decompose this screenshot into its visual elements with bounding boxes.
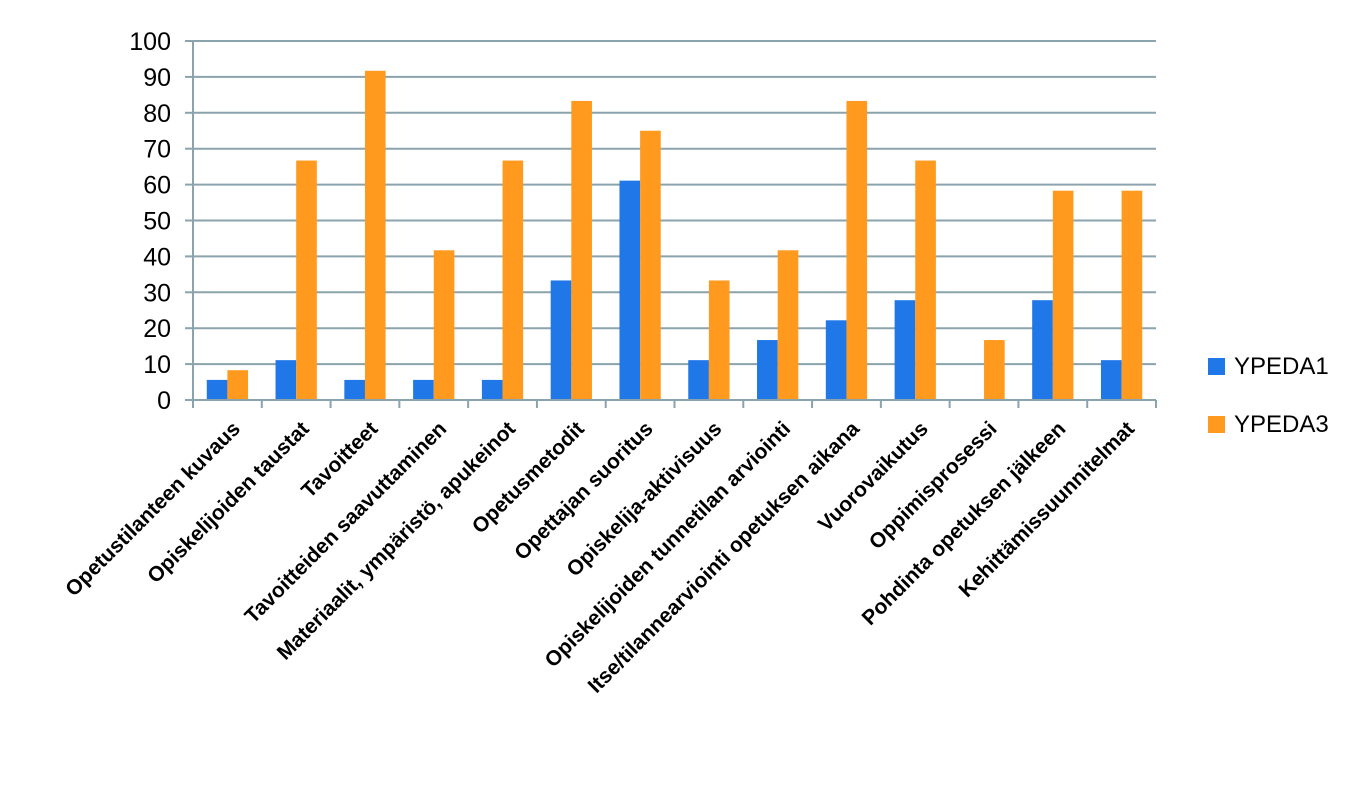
bar-ypeda3-10 bbox=[915, 160, 936, 400]
y-tick-label: 70 bbox=[143, 136, 171, 164]
bar-ypeda3-7 bbox=[708, 280, 730, 400]
y-tick-label: 10 bbox=[143, 351, 171, 379]
legend-swatch-ypeda3 bbox=[1208, 416, 1225, 433]
bar-ypeda3-11 bbox=[984, 340, 1005, 400]
bar-ypeda3-8 bbox=[777, 250, 799, 400]
bar-ypeda3-4 bbox=[502, 160, 524, 400]
y-tick-label: 80 bbox=[143, 100, 171, 128]
legend: YPEDA1 YPEDA3 bbox=[1208, 353, 1329, 438]
y-tick-label: 50 bbox=[143, 208, 171, 236]
legend-swatch-ypeda1 bbox=[1208, 358, 1225, 375]
y-tick-label: 0 bbox=[157, 387, 171, 415]
bar-ypeda3-6 bbox=[640, 130, 661, 400]
y-tick-labels: 0 10 20 30 40 50 60 70 80 90 100 bbox=[129, 28, 171, 415]
bar-ypeda3-9 bbox=[846, 100, 868, 400]
bars bbox=[206, 70, 1143, 400]
bar-ypeda1-10 bbox=[894, 300, 916, 400]
bar-ypeda3-5 bbox=[571, 100, 592, 400]
bar-ypeda1-3 bbox=[413, 379, 434, 400]
bar-ypeda3-0 bbox=[227, 370, 249, 400]
legend-label-ypeda3: YPEDA3 bbox=[1234, 411, 1329, 438]
bar-ypeda1-9 bbox=[825, 320, 847, 400]
bar-ypeda3-13 bbox=[1121, 190, 1143, 400]
y-tick-label: 20 bbox=[143, 315, 171, 343]
bar-ypeda1-8 bbox=[757, 340, 778, 400]
y-tick-label: 30 bbox=[143, 279, 171, 307]
bar-ypeda1-6 bbox=[619, 180, 641, 400]
axes bbox=[185, 40, 1157, 408]
gridlines bbox=[193, 40, 1156, 366]
bar-ypeda1-13 bbox=[1100, 360, 1122, 400]
bar-ypeda1-7 bbox=[688, 360, 709, 400]
bar-ypeda3-3 bbox=[433, 250, 455, 400]
y-tick-label: 90 bbox=[143, 64, 171, 92]
bar-ypeda1-4 bbox=[481, 379, 503, 400]
bar-ypeda3-12 bbox=[1052, 190, 1074, 400]
legend-label-ypeda1: YPEDA1 bbox=[1234, 353, 1329, 380]
bar-ypeda1-1 bbox=[275, 360, 297, 400]
y-tick-label: 40 bbox=[143, 243, 171, 271]
bar-ypeda1-12 bbox=[1032, 300, 1053, 400]
y-tick-label: 100 bbox=[129, 28, 171, 56]
y-tick-label: 60 bbox=[143, 172, 171, 200]
bar-ypeda3-2 bbox=[364, 70, 386, 400]
bar-ypeda1-5 bbox=[550, 280, 572, 400]
bar-ypeda1-0 bbox=[206, 379, 228, 400]
bar-ypeda3-1 bbox=[296, 160, 317, 400]
bar-ypeda1-2 bbox=[344, 379, 365, 400]
